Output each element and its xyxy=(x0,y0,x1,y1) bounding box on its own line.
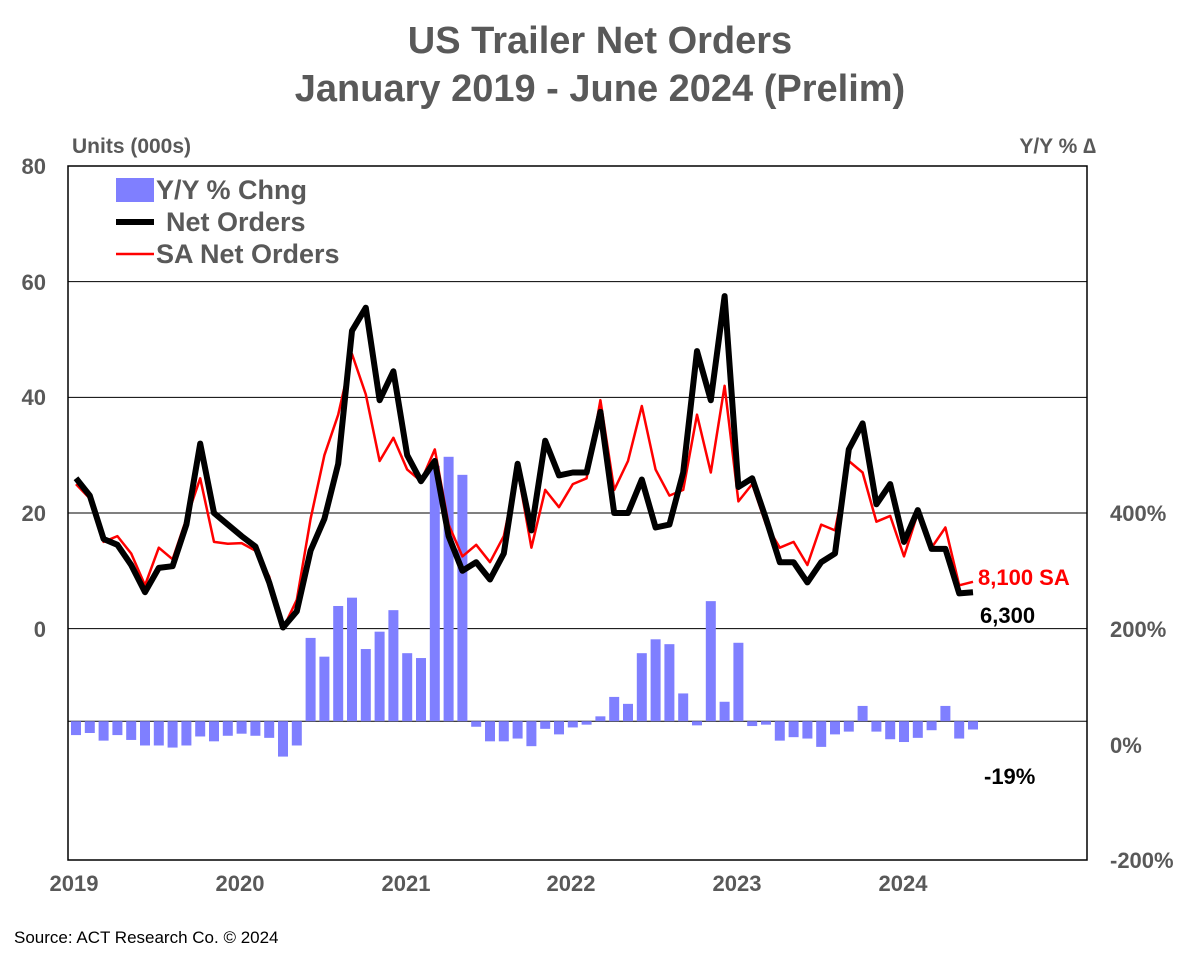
yoy-bar xyxy=(416,658,426,722)
source-note: Source: ACT Research Co. © 2024 xyxy=(14,928,279,947)
yoy-bar xyxy=(402,653,413,722)
yoy-bar xyxy=(429,465,440,722)
chart-title: US Trailer Net Orders xyxy=(407,20,793,62)
x-tick: 2020 xyxy=(216,871,265,896)
y-left-axis-title: Units (000s) xyxy=(72,135,191,158)
yoy-bar xyxy=(84,721,95,733)
yoy-bar xyxy=(857,705,868,722)
yoy-bar xyxy=(209,721,219,742)
y-left-tick: 20 xyxy=(22,501,46,526)
yoy-bar xyxy=(968,721,978,730)
y-right-tick: 200% xyxy=(1110,617,1166,642)
yoy-bar xyxy=(761,721,771,725)
y-left-tick: 40 xyxy=(22,385,46,410)
net-orders-line xyxy=(73,293,974,631)
yoy-bar xyxy=(830,721,840,735)
annotation-yoy-value: -19% xyxy=(984,764,1035,789)
yoy-bar xyxy=(153,721,164,746)
yoy-bar xyxy=(636,653,647,722)
yoy-bar xyxy=(291,721,302,746)
yoy-bar xyxy=(885,721,896,740)
yoy-bar xyxy=(554,721,564,735)
plot-frame xyxy=(67,165,1088,861)
yoy-bar xyxy=(222,721,233,736)
yoy-bar xyxy=(816,721,827,747)
y-right-tick: 0% xyxy=(1110,733,1142,758)
yoy-bar xyxy=(126,721,137,740)
yoy-bar xyxy=(692,721,702,726)
yoy-bar xyxy=(181,721,192,746)
yoy-bar xyxy=(471,721,482,727)
yoy-bar xyxy=(788,721,799,738)
yoy-bar xyxy=(457,474,468,722)
yoy-bar xyxy=(581,721,592,725)
yoy-bar xyxy=(595,716,606,722)
yoy-bar xyxy=(112,721,123,736)
yoy-bar xyxy=(71,721,81,736)
yoy-bar xyxy=(540,721,551,729)
annotation-net-value: 6,300 xyxy=(980,603,1035,628)
yoy-bar xyxy=(719,701,730,722)
yoy-bar xyxy=(512,721,523,739)
x-tick: 2021 xyxy=(382,871,431,896)
yoy-bar xyxy=(98,721,109,741)
yoy-bar xyxy=(140,721,150,746)
yoy-bar xyxy=(264,721,275,738)
yoy-bar xyxy=(650,639,661,722)
yoy-bar xyxy=(498,721,509,742)
yoy-bar xyxy=(360,649,371,722)
yoy-bar xyxy=(678,693,689,722)
yoy-bar xyxy=(664,644,675,722)
yoy-bar xyxy=(609,696,620,722)
yoy-bar xyxy=(333,605,344,722)
yoy-bar xyxy=(195,721,206,737)
y-left-tick: 0 xyxy=(34,617,46,642)
yoy-bar xyxy=(443,456,454,722)
yoy-bar xyxy=(347,597,357,722)
yoy-bar xyxy=(705,601,716,722)
yoy-bar xyxy=(278,721,288,757)
yoy-bar xyxy=(167,721,178,748)
legend-swatch-bars xyxy=(116,178,154,202)
x-tick: 2024 xyxy=(879,871,929,896)
yoy-bar xyxy=(526,721,537,747)
yoy-bar xyxy=(954,721,965,739)
y-left-tick: 80 xyxy=(22,154,46,179)
yoy-bar xyxy=(236,721,247,734)
yoy-bar xyxy=(843,721,854,732)
gridlines xyxy=(68,281,1087,722)
annotation-sa-value: 8,100 SA xyxy=(978,565,1070,590)
yoy-bar xyxy=(747,721,758,727)
yoy-bar xyxy=(871,721,882,732)
yoy-bar xyxy=(485,721,495,742)
y-right-axis-title: Y/Y % ∆ xyxy=(1019,135,1096,158)
y-right-tick: 400% xyxy=(1110,501,1166,526)
x-tick: 2023 xyxy=(713,871,762,896)
chart-subtitle: January 2019 - June 2024 (Prelim) xyxy=(294,68,906,110)
yoy-bar xyxy=(250,721,261,736)
yoy-bar xyxy=(899,721,909,743)
yoy-bar xyxy=(940,705,951,722)
legend-label: Net Orders xyxy=(166,207,306,237)
y-left-tick: 60 xyxy=(22,270,46,295)
yoy-bar xyxy=(319,656,330,722)
yoy-bar xyxy=(912,721,923,738)
yoy-bar xyxy=(388,610,399,722)
x-tick: 2019 xyxy=(50,871,99,896)
x-tick: 2022 xyxy=(547,871,596,896)
y-right-tick: -200% xyxy=(1110,848,1174,873)
yoy-bar xyxy=(623,703,633,722)
legend-label: SA Net Orders xyxy=(156,239,340,269)
yoy-bar xyxy=(774,721,785,741)
yoy-bar xyxy=(733,642,744,722)
bar-series xyxy=(71,456,978,757)
yoy-bar xyxy=(802,721,813,739)
yoy-bar xyxy=(926,721,937,731)
yoy-bar xyxy=(305,637,316,722)
yoy-bar xyxy=(567,721,578,728)
legend: Y/Y % Chng Net Orders SA Net Orders xyxy=(116,175,340,269)
yoy-bar xyxy=(374,631,385,722)
legend-label: Y/Y % Chng xyxy=(156,175,307,205)
